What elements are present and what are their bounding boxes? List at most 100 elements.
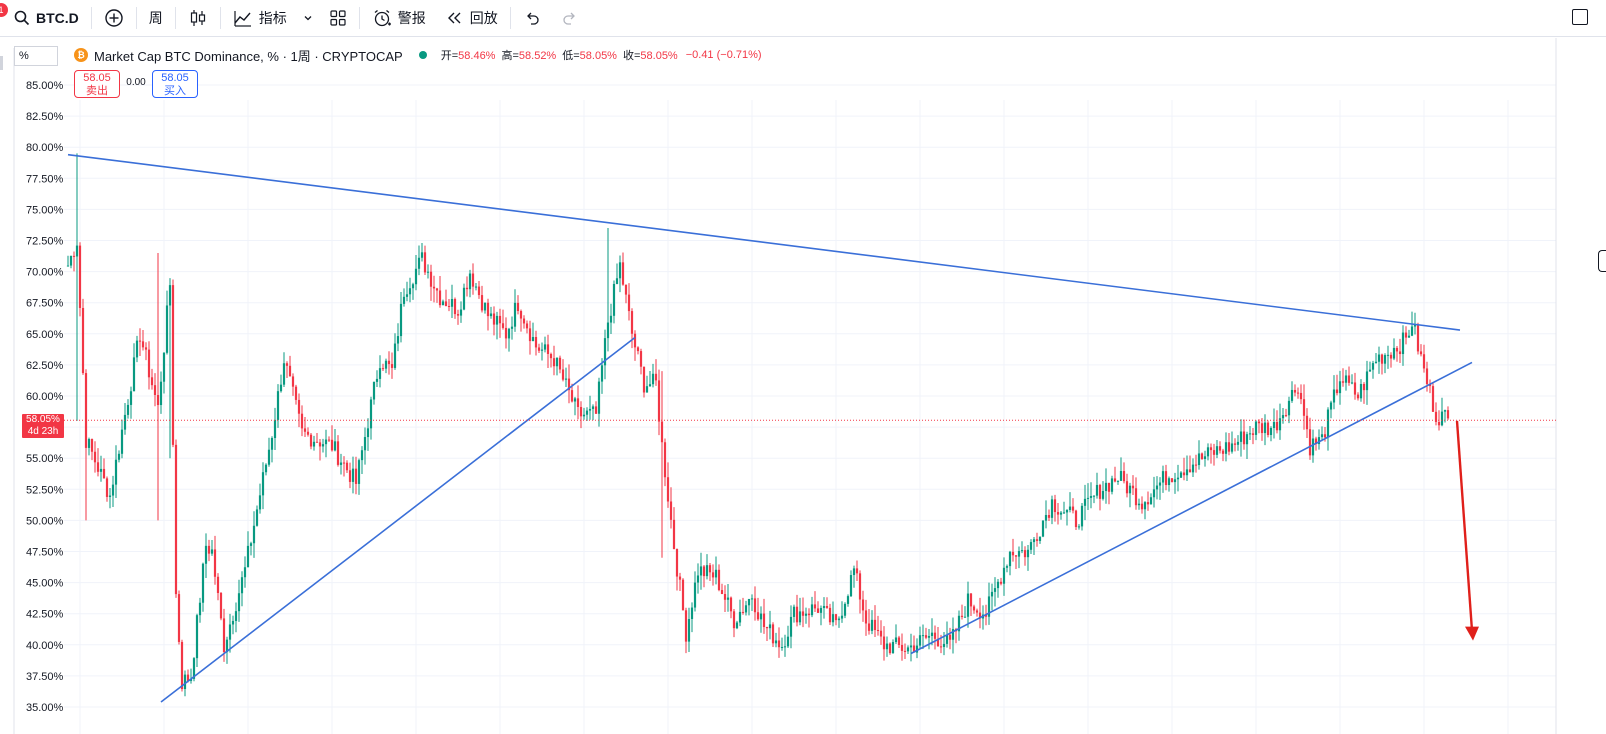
candle-body (750, 598, 754, 600)
candle (423, 245, 427, 276)
candle (1266, 420, 1270, 438)
buy-button[interactable]: 58.05 买入 (152, 70, 198, 98)
compare-symbol-button[interactable] (94, 0, 134, 37)
candle-body (618, 262, 622, 279)
indicators-dropdown[interactable] (297, 0, 319, 37)
candle-body (822, 605, 826, 609)
price-axis-tick-label: 75.00% (26, 204, 64, 216)
candle-body (234, 611, 238, 621)
candle-body (1035, 539, 1039, 541)
alert-button[interactable]: 警报 (362, 0, 436, 37)
candle (660, 371, 664, 558)
candle (1218, 441, 1222, 454)
candle (1020, 541, 1024, 554)
candle (1335, 374, 1339, 396)
candle (1305, 408, 1309, 439)
candle (1419, 344, 1423, 357)
replay-button[interactable]: 回放 (436, 0, 508, 37)
candle (828, 603, 832, 625)
price-chart[interactable]: 85.00% 82.50% 80.00% 77.50% 75.00% 72.50% 70.0… (0, 38, 1606, 734)
candle (1350, 374, 1354, 385)
candle-body (405, 294, 409, 297)
candle-body (192, 658, 196, 679)
symbol-search-button[interactable]: BTC.D (0, 0, 89, 37)
candle-body (564, 378, 568, 380)
undo-button[interactable] (513, 0, 551, 37)
chart-type-button[interactable] (178, 0, 218, 37)
notification-badge[interactable]: 1 (0, 3, 8, 17)
sell-button[interactable]: 58.05 卖出 (74, 70, 120, 98)
candle (621, 252, 625, 286)
candle (1203, 450, 1207, 467)
candle (333, 429, 337, 452)
candle-body (831, 614, 835, 623)
grid-icon (330, 10, 346, 26)
candle-body (198, 602, 202, 616)
candle-body (861, 599, 865, 611)
candle (339, 453, 343, 475)
candle-body (168, 285, 172, 306)
price-axis-tick-label: 45.00% (26, 578, 64, 590)
candle-body (1083, 498, 1087, 506)
interval-button[interactable]: 周 (139, 0, 173, 37)
indicators-button[interactable]: 指标 (223, 0, 297, 37)
candle-body (678, 576, 682, 580)
candle (120, 419, 124, 459)
candle-body (459, 309, 463, 316)
redo-button[interactable] (551, 0, 589, 37)
candle-body (1404, 332, 1408, 338)
candle-body (201, 563, 205, 603)
candle-body (1098, 484, 1102, 499)
candle-body (576, 398, 580, 407)
candle-body (672, 519, 676, 549)
candle (1347, 366, 1351, 386)
candle-body (510, 326, 514, 329)
candle (645, 375, 649, 393)
candle-body (114, 459, 118, 485)
divider (90, 7, 92, 29)
candle-body (1209, 447, 1213, 451)
candle (552, 345, 556, 376)
candle-body (1308, 429, 1312, 456)
spread-value: 0.00 (126, 77, 146, 88)
candle-body (144, 347, 148, 350)
candle-body (504, 327, 508, 339)
candle (897, 635, 901, 649)
candle-body (753, 598, 757, 613)
candle (999, 577, 1003, 586)
scale-mode-button[interactable]: % (14, 46, 58, 66)
candle (1122, 462, 1126, 484)
candle (1365, 360, 1369, 405)
candle-body (105, 478, 109, 497)
candle (705, 554, 709, 580)
candle (573, 396, 577, 416)
candle-body (840, 615, 844, 619)
candle-body (612, 283, 616, 316)
candle (732, 608, 736, 638)
side-panel-handle[interactable] (1598, 250, 1606, 272)
layouts-button[interactable] (319, 0, 357, 37)
candle (507, 327, 511, 352)
fullscreen-icon[interactable] (1572, 9, 1588, 25)
candle-body (681, 579, 685, 611)
candle-body (756, 612, 760, 620)
candle-body (1137, 503, 1141, 506)
candle (867, 609, 871, 635)
candle (210, 540, 214, 556)
candle (906, 645, 910, 655)
candle (1173, 472, 1177, 494)
candle-body (1377, 354, 1381, 362)
candle (408, 277, 412, 303)
candle (1041, 520, 1045, 538)
candle (1308, 417, 1312, 460)
candle (306, 427, 310, 437)
candle-body (927, 636, 931, 638)
candle-body (477, 286, 481, 296)
candle (1011, 538, 1015, 562)
candle-body (249, 543, 253, 546)
candle (1236, 435, 1240, 451)
candle-body (624, 284, 628, 295)
candle-body (522, 318, 526, 324)
candle (1077, 524, 1081, 530)
candle (606, 228, 610, 352)
